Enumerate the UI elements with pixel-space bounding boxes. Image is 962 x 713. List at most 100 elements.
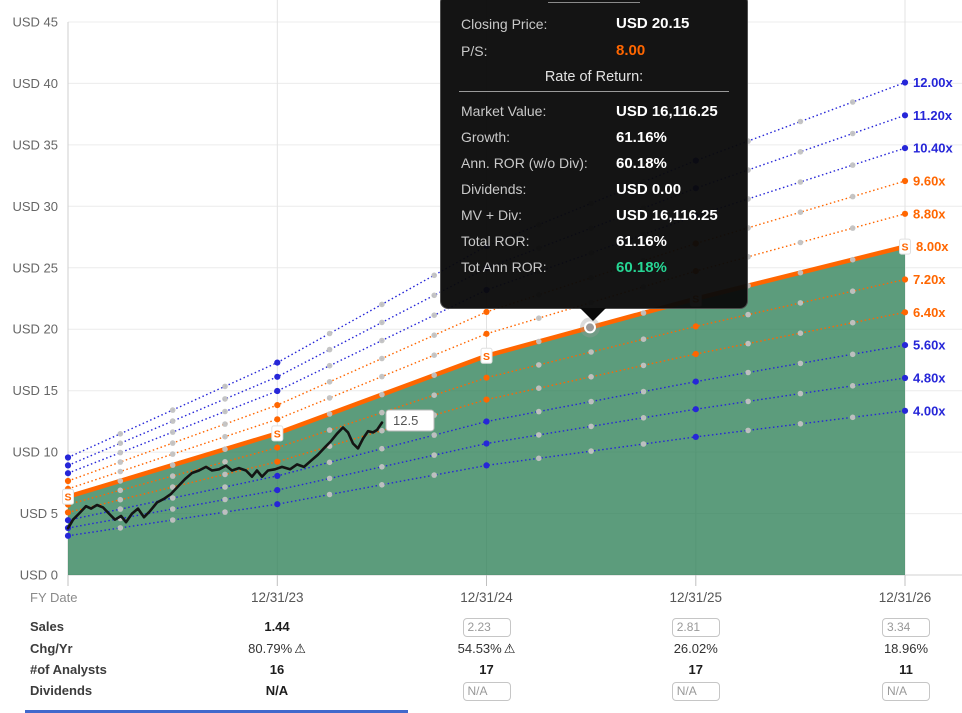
multiple-label-6.40x[interactable]: 6.40x <box>913 305 946 320</box>
year-dot <box>901 79 909 86</box>
quarter-dot <box>431 472 438 478</box>
quarter-dot <box>379 355 385 362</box>
quarter-dot <box>849 193 856 200</box>
year-dot <box>901 177 909 185</box>
table-cell-value: 16 <box>269 662 285 677</box>
multiple-label-11.20x[interactable]: 11.20x <box>913 108 953 123</box>
table-cell: 11 <box>846 660 962 680</box>
multiple-label-8.80x[interactable]: 8.80x <box>913 206 946 221</box>
quarter-dot <box>117 487 124 494</box>
year-dot <box>692 433 699 440</box>
year-dot <box>483 418 490 425</box>
table-cell <box>846 681 962 701</box>
tooltip-header-rows: Closing Price: USD 20.15 P/S: 8.00 <box>441 10 747 64</box>
quarter-dot <box>536 432 542 438</box>
x-axis-date: 12/31/23 <box>251 590 304 605</box>
warning-icon: ⚠ <box>294 641 306 656</box>
tooltip-section-title: Rate of Return: <box>544 69 644 85</box>
quarter-dot <box>169 473 176 479</box>
quarter-dot <box>222 383 228 390</box>
price-line[interactable] <box>66 421 384 530</box>
quarter-dot <box>222 421 228 427</box>
table-cell: N/A <box>217 681 337 701</box>
multiple-label-9.60x[interactable]: 9.60x <box>913 174 946 189</box>
hovered-point[interactable] <box>584 321 596 334</box>
year-dot <box>692 406 699 413</box>
sales-input-1[interactable] <box>462 617 511 637</box>
fy-date-label: FY Date <box>30 590 77 605</box>
quarter-dot <box>745 311 751 318</box>
quarter-dot <box>117 459 124 465</box>
quarter-dot <box>745 398 751 405</box>
table-cell: 17 <box>636 660 756 680</box>
year-dot <box>901 407 909 414</box>
multiple-label-10.40x[interactable]: 10.40x <box>913 141 954 156</box>
year-dot <box>274 487 281 494</box>
multiple-label-4.80x[interactable]: 4.80x <box>913 371 946 386</box>
tooltip-row-label: Market Value: <box>461 103 547 119</box>
quarter-dot <box>117 478 124 484</box>
quarter-dot <box>536 362 542 368</box>
current-price-box <box>385 409 435 432</box>
y-axis-label: USD 5 <box>20 506 58 521</box>
year-dot <box>274 416 281 423</box>
tooltip-row-label: P/S: <box>461 42 488 59</box>
quarter-dot <box>849 162 856 168</box>
quarter-dot <box>379 301 385 308</box>
quarter-dot <box>588 448 594 454</box>
dividends-input-2[interactable] <box>671 681 720 701</box>
tooltip-row-label: Growth: <box>461 129 511 145</box>
quarter-dot <box>588 374 594 380</box>
table-cell-value: 54.53% <box>457 641 502 656</box>
quarter-dot <box>326 459 333 466</box>
quarter-dot <box>431 332 438 339</box>
multiple-label-4.00x[interactable]: 4.00x <box>913 403 946 418</box>
multiple-line-4.00x[interactable] <box>67 410 906 537</box>
tooltip-row-label: Dividends: <box>461 181 527 197</box>
year-dot <box>901 309 909 316</box>
multiple-line-6.40x[interactable] <box>67 311 906 514</box>
x-axis-date: 12/31/24 <box>460 590 513 605</box>
quarter-dot <box>849 383 856 389</box>
quarter-dot <box>222 484 228 490</box>
tooltip-row: MV + Div: USD 16,116.25 <box>441 202 747 228</box>
tooltip-row-value: 61.16% <box>616 128 667 146</box>
multiple-label-7.20x[interactable]: 7.20x <box>913 272 946 287</box>
quarter-dot <box>797 179 804 185</box>
sales-input-3[interactable] <box>882 617 930 637</box>
quarter-dot <box>326 427 333 433</box>
sales-marker: S <box>64 492 71 504</box>
multiple-label-8.00x[interactable]: 8.00x <box>916 239 949 254</box>
quarter-dot <box>797 149 804 155</box>
y-axis-label: USD 35 <box>12 137 58 152</box>
year-dot <box>483 374 490 381</box>
year-dot <box>274 458 281 465</box>
tooltip-row: Market Value: USD 16,116.25 <box>441 98 747 124</box>
quarter-dot <box>849 414 856 421</box>
quarter-dot <box>431 452 438 458</box>
quarter-dot <box>431 352 438 359</box>
table-cell: 1.44 <box>217 617 337 637</box>
quarter-dot <box>797 300 804 306</box>
dividends-input-1[interactable] <box>462 681 511 701</box>
x-axis-date: 12/31/25 <box>670 590 723 605</box>
quarter-dot <box>640 415 647 421</box>
sales-input-2[interactable] <box>671 617 720 637</box>
dividends-input-3[interactable] <box>882 681 930 701</box>
year-dot <box>901 342 909 349</box>
table-cell: 26.02% <box>636 639 756 659</box>
multiple-label-12.00x[interactable]: 12.00x <box>913 75 954 90</box>
quarter-dot <box>797 239 804 246</box>
chart-tooltip: Closing Price: USD 20.15 P/S: 8.00 Rate of … <box>440 0 748 321</box>
tooltip-row: Tot Ann ROR: 60.18% <box>441 254 747 280</box>
year-dot <box>64 462 72 469</box>
quarter-dot <box>431 372 438 379</box>
tooltip-row-label: Closing Price: <box>461 15 548 32</box>
quarter-dot <box>117 525 124 531</box>
multiple-label-5.60x[interactable]: 5.60x <box>913 338 946 353</box>
quarter-dot <box>169 462 176 468</box>
table-cell-value: 26.02% <box>673 641 718 656</box>
tooltip-row: P/S: 8.00 <box>441 37 747 64</box>
multiple-line-5.60x[interactable] <box>67 344 906 521</box>
